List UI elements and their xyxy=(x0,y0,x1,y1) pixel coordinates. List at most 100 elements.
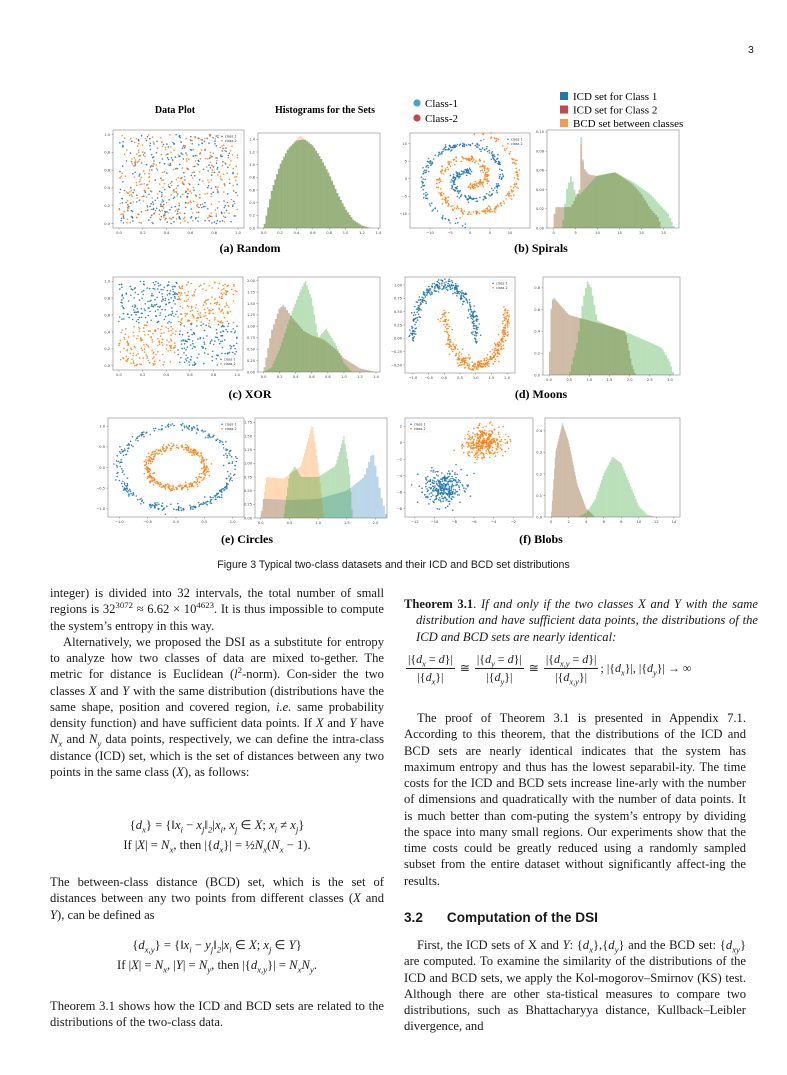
scatter-point-class-1 xyxy=(140,312,143,315)
scatter-point-class-1 xyxy=(117,471,119,474)
y-tick-label: 0.02 xyxy=(536,207,544,211)
scatter-point-class-1 xyxy=(140,503,142,505)
scatter-point-class-2 xyxy=(181,307,184,309)
scatter-point-class-1 xyxy=(147,314,150,317)
histogram-bar xyxy=(287,487,289,518)
scatter-point-class-1 xyxy=(446,289,449,292)
scatter-point-class-2 xyxy=(517,178,520,181)
scatter-point-class-1 xyxy=(135,437,138,440)
subfigure-caption: (e) Circles xyxy=(221,532,273,546)
histogram-bar xyxy=(318,156,321,228)
histogram-bar xyxy=(345,209,348,228)
scatter-point-class-1 xyxy=(421,296,423,299)
scatter-point-class-2 xyxy=(165,447,168,450)
scatter-point-class-1 xyxy=(123,448,126,450)
scatter-point-class-1 xyxy=(464,491,467,493)
histogram-bar xyxy=(633,186,636,228)
scatter-point-class-1 xyxy=(234,464,236,467)
legend-dot-icon xyxy=(413,114,421,122)
scatter-point-class-1 xyxy=(127,210,129,212)
histogram-bar xyxy=(312,335,315,372)
scatter-point-class-1 xyxy=(130,444,133,447)
histogram-bar xyxy=(363,474,366,518)
scatter-point-class-2 xyxy=(204,301,206,303)
y-tick-label: 0.50 xyxy=(244,489,253,493)
scatter-point-class-1 xyxy=(128,495,130,497)
scatter-point-class-2 xyxy=(211,171,213,174)
scatter-point-class-1 xyxy=(127,300,130,302)
scatter-point-class-1 xyxy=(207,186,209,189)
scatter-point-class-1 xyxy=(192,342,194,345)
histogram-bar xyxy=(615,173,618,228)
scatter-point-class-2 xyxy=(467,364,469,367)
scatter-point-class-1 xyxy=(224,488,226,490)
histogram-bar xyxy=(357,223,360,228)
scatter-point-class-2 xyxy=(456,358,459,361)
histogram-bar xyxy=(338,352,341,372)
histogram-bar xyxy=(343,206,346,228)
scatter-point-class-1 xyxy=(159,314,161,317)
scatter-point-class-2 xyxy=(502,314,505,316)
scatter-point-class-2 xyxy=(186,305,189,307)
scatter-point-class-2 xyxy=(191,485,193,487)
scatter-point-class-1 xyxy=(124,489,127,491)
scatter-point-class-1 xyxy=(197,159,199,162)
scatter-point-class-1 xyxy=(451,187,453,190)
histogram-bar xyxy=(288,475,290,518)
scatter-point-class-1 xyxy=(131,436,134,438)
histogram-bar xyxy=(611,172,613,228)
scatter-point-class-1 xyxy=(425,495,427,498)
scatter-point-class-1 xyxy=(215,215,218,217)
histogram-bar xyxy=(343,206,346,228)
scatter-point-class-1 xyxy=(426,481,429,484)
scatter-point-class-2 xyxy=(484,174,486,176)
scatter-point-class-2 xyxy=(501,348,503,350)
scatter-point-class-2 xyxy=(152,141,155,143)
scatter-point-class-2 xyxy=(171,489,173,491)
scatter-point-class-2 xyxy=(468,213,470,215)
scatter-point-class-2 xyxy=(218,282,221,285)
scatter-point-class-2 xyxy=(486,180,489,183)
scatter-point-class-2 xyxy=(224,305,226,308)
scatter-point-class-1 xyxy=(203,343,206,345)
histogram-bar xyxy=(330,495,333,518)
scatter-point-class-2 xyxy=(132,354,134,357)
y-tick-label: 0.8 xyxy=(104,296,110,300)
histogram-bar xyxy=(304,139,307,228)
scatter-point-class-1 xyxy=(427,480,430,482)
scatter-point-class-1 xyxy=(152,208,154,211)
histogram-bar xyxy=(300,477,303,518)
scatter-point-class-1 xyxy=(166,156,169,159)
scatter-point-class-2 xyxy=(148,173,150,175)
scatter-point-class-1 xyxy=(191,142,193,145)
histogram-bar xyxy=(569,371,571,375)
scatter-point-class-2 xyxy=(137,353,139,355)
histogram-bar xyxy=(619,329,622,375)
histogram-bar xyxy=(303,453,305,518)
histogram-bar xyxy=(372,371,375,372)
scatter-point-class-1 xyxy=(168,164,170,167)
x-tick-label: 0.4 xyxy=(164,231,170,235)
histogram-bar xyxy=(366,370,369,372)
scatter-point-class-2 xyxy=(191,171,194,174)
scatter-point-class-1 xyxy=(426,475,429,478)
scatter-point-class-2 xyxy=(487,170,490,172)
scatter-point-class-1 xyxy=(216,336,219,339)
scatter-point-class-2 xyxy=(183,175,186,178)
histogram-bar xyxy=(362,369,365,372)
scatter-point-class-1 xyxy=(169,162,172,165)
scatter-point-class-2 xyxy=(448,335,450,337)
scatter-point-class-1 xyxy=(217,191,219,194)
scatter-point-class-2 xyxy=(175,330,177,333)
histogram-bar xyxy=(327,172,330,228)
scatter-point-class-2 xyxy=(511,162,514,164)
scatter-point-class-2 xyxy=(177,447,180,450)
legend-label: class 2 xyxy=(496,286,508,290)
scatter-point-class-2 xyxy=(457,365,460,367)
scatter-point-class-2 xyxy=(140,339,143,341)
scatter-point-class-2 xyxy=(159,210,162,213)
scatter-point-class-2 xyxy=(170,442,173,445)
scatter-point-class-1 xyxy=(236,457,238,460)
scatter-point-class-1 xyxy=(499,163,502,166)
scatter-point-class-1 xyxy=(122,145,124,147)
